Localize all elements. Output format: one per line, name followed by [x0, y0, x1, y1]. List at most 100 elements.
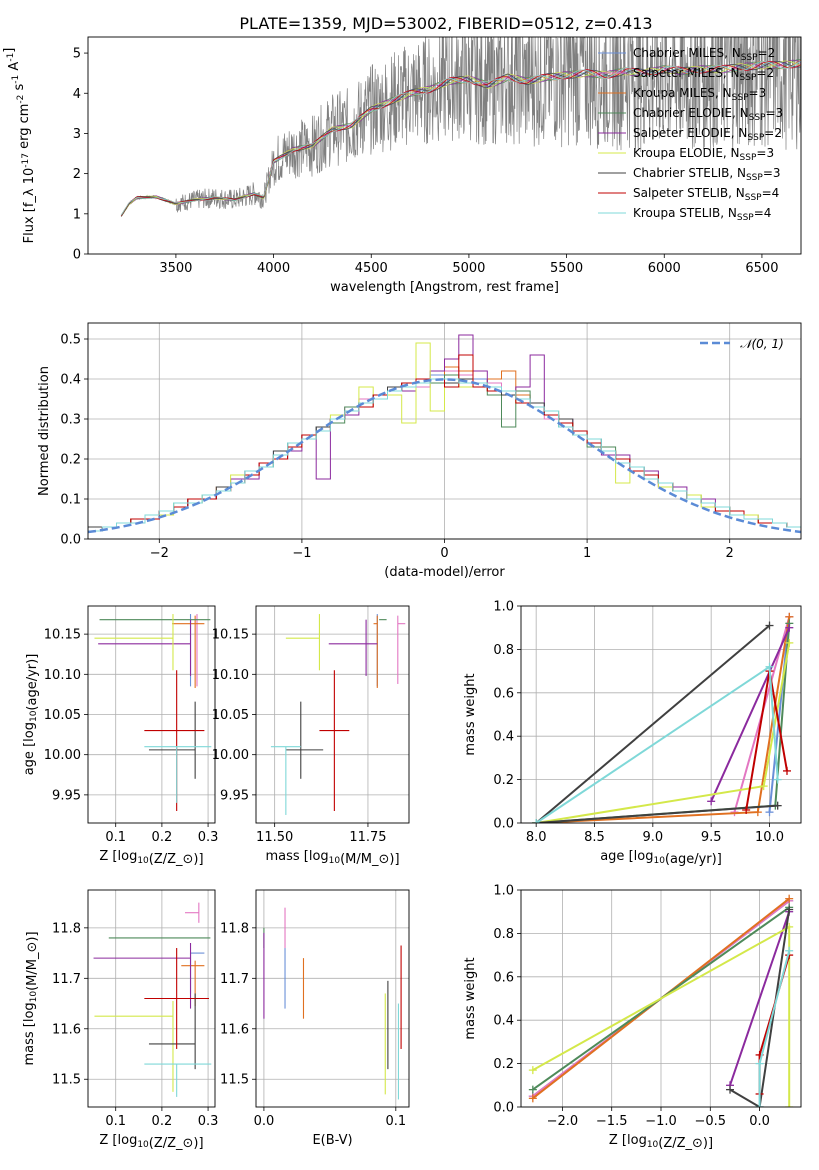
- x-tick-label: 9.0: [642, 830, 663, 845]
- x-tick-label: 3500: [159, 261, 192, 276]
- weight-line: [536, 642, 791, 823]
- x-tick-label: 0.1: [385, 1114, 406, 1129]
- x-tick-label: 11.75: [349, 830, 386, 845]
- label-part: (M/M_⊙)]: [25, 931, 40, 990]
- label-script: -2: [16, 95, 26, 104]
- plot-area: [263, 907, 402, 1100]
- y-tick-label: 10.10: [44, 668, 81, 683]
- x-axis-label: E(B-V): [312, 1133, 352, 1148]
- y-tick-label: 10.15: [44, 628, 81, 643]
- label-script: 10: [647, 1140, 659, 1150]
- plot-area: [120, 37, 801, 217]
- y-tick-label: 0.3: [60, 413, 81, 428]
- legend-label-main: Chabrier MILES, N: [633, 46, 741, 60]
- legend-normal-label: 𝒩(0, 1): [740, 337, 784, 351]
- x-tick-label: 8.5: [584, 830, 605, 845]
- x-axis-label: Z [log10(Z/Z_⊙)]: [609, 1133, 713, 1151]
- x-tick-label: 0.3: [198, 1114, 219, 1129]
- label-script: 10: [137, 856, 149, 866]
- y-tick-label: 11.5: [52, 1073, 81, 1088]
- legend-subscript: SSP: [740, 153, 757, 163]
- legend-nssp: =4: [762, 186, 780, 200]
- label-part: (age/yr)]: [665, 852, 722, 867]
- y-tick-label: 10.15: [212, 628, 249, 643]
- x-tick-label: −1.0: [645, 1114, 677, 1129]
- y-tick-label: 11.6: [52, 1022, 81, 1037]
- axes-frame: [87, 322, 802, 540]
- x-tick-label: 1: [583, 546, 591, 561]
- y-tick-label: 1.0: [493, 600, 514, 615]
- legend-nssp: =2: [756, 66, 774, 80]
- y-axis-label: mass weight: [463, 957, 478, 1039]
- plot-area: [94, 614, 212, 811]
- x-tick-label: 0.2: [152, 1114, 173, 1129]
- x-tick-label: 0.1: [105, 1114, 126, 1129]
- x-axis-label: (data-model)/error: [384, 565, 505, 580]
- histogram-step: [88, 378, 801, 532]
- label-script: 10: [653, 856, 665, 866]
- y-tick-label: 11.5: [220, 1073, 249, 1088]
- x-tick-label: 0.3: [198, 830, 219, 845]
- label-part: age [log: [600, 849, 653, 864]
- y-tick-label: 0.6: [493, 686, 514, 701]
- y-tick-label: 10.10: [212, 668, 249, 683]
- y-tick-label: 0.4: [493, 730, 514, 745]
- legend-entry: Kroupa STELIB, NSSP=4: [633, 206, 771, 223]
- legend-subscript: SSP: [741, 53, 758, 63]
- legend-entry: Kroupa ELODIE, NSSP=3: [633, 146, 774, 163]
- x-axis-label: Z [log10(Z/Z_⊙)]: [99, 849, 203, 867]
- legend-label-main: Chabrier ELODIE, N: [633, 106, 749, 120]
- label-part: (Z/Z_⊙)]: [149, 1136, 204, 1151]
- legend-subscript: SSP: [747, 133, 764, 143]
- legend-label-main: Salpeter MILES, N: [633, 66, 740, 80]
- y-axis-label: mass weight: [463, 673, 478, 755]
- y-tick-label: 11.7: [52, 972, 81, 987]
- label-script: -17: [21, 153, 31, 168]
- legend-nssp: =3: [756, 146, 774, 160]
- y-axis-label: Normed distribution: [37, 366, 52, 496]
- label-part: s: [12, 83, 27, 94]
- label-part: mass [log: [22, 1002, 37, 1065]
- label-part: mass weight: [463, 673, 478, 755]
- y-axis-label: Flux [f_λ 10-17 erg cm-2 s-1 A-1]: [2, 48, 37, 244]
- legend-label-main: Kroupa STELIB, N: [633, 206, 737, 220]
- label-part: Flux [f_λ 10: [22, 168, 37, 244]
- label-part: (Z/Z_⊙)]: [658, 1136, 713, 1151]
- legend-nssp: =3: [765, 106, 783, 120]
- y-tick-label: 10.05: [44, 708, 81, 723]
- x-tick-label: 0: [440, 546, 448, 561]
- label-part: (data-model)/error: [384, 565, 505, 580]
- y-tick-label: 9.95: [52, 788, 81, 803]
- legend-entry: Chabrier STELIB, NSSP=3: [633, 166, 781, 183]
- y-tick-label: 0.0: [493, 817, 514, 832]
- panel-residuals: −2 −1 0 1 2 0.0 0.1 0.2 0.3 0.4 0.5 𝒩(0, 1) (data-mo…: [37, 322, 802, 580]
- legend-subscript: SSP: [740, 73, 757, 83]
- panel-weight-vs-age: 8.0 8.5 9.0 9.5 10.0 0.0 0.2 0.4 0.6 0.8 1.0 age [l…: [463, 600, 802, 867]
- model-spectrum-line: [120, 61, 801, 217]
- panel-weight-vs-Z: −2.0 −1.5 −1.0 −0.5 0.0 0.0 0.2 0.4 0.6 0.8 1.0 Z […: [463, 884, 802, 1151]
- y-tick-label: 0.2: [60, 453, 81, 468]
- x-tick-label: 0.1: [105, 830, 126, 845]
- x-tick-label: 6000: [648, 261, 681, 276]
- x-axis-label: Z [log10(Z/Z_⊙)]: [99, 1133, 203, 1151]
- y-tick-label: 2: [73, 167, 81, 182]
- y-tick-label: 9.95: [220, 788, 249, 803]
- y-tick-label: 0.8: [493, 643, 514, 658]
- label-part: mass [log: [265, 849, 328, 864]
- x-tick-label: 0.0: [254, 1114, 275, 1129]
- label-part: Z [log: [99, 1133, 137, 1148]
- legend-nssp: =3: [749, 86, 767, 100]
- axes-frame: [255, 605, 410, 824]
- x-tick-label: −0.5: [695, 1114, 727, 1129]
- x-tick-label: 5000: [452, 261, 485, 276]
- y-tick-label: 10.00: [44, 748, 81, 763]
- label-script: -1: [6, 53, 16, 62]
- axes-frame: [87, 889, 216, 1108]
- x-tick-label: 6500: [745, 261, 778, 276]
- x-axis-label: mass [log10(M/M_⊙)]: [265, 849, 399, 867]
- plot-area: [528, 894, 794, 1107]
- y-tick-label: 0.4: [60, 373, 81, 388]
